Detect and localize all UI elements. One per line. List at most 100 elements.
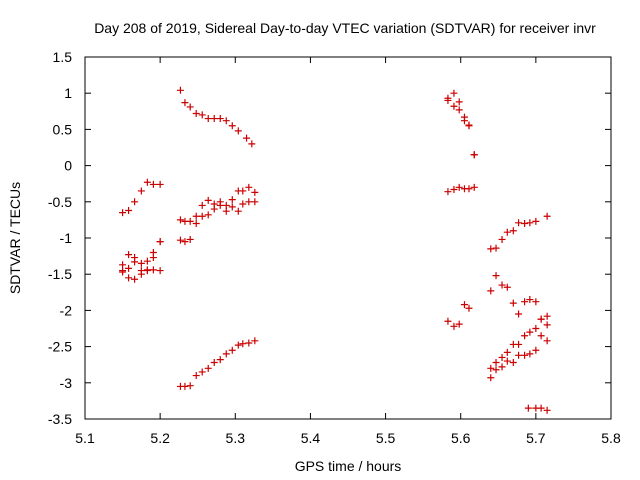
data-point bbox=[251, 337, 259, 345]
x-axis-ticks: 5.1 5.2 5.3 5.4 5.5 5.6 5.7 5.8 bbox=[75, 57, 621, 446]
data-point bbox=[251, 198, 259, 206]
data-point bbox=[492, 272, 500, 280]
data-point bbox=[210, 200, 218, 208]
data-point bbox=[176, 86, 184, 94]
y-tick-label: -3.5 bbox=[48, 411, 72, 427]
data-point bbox=[509, 227, 517, 235]
data-point bbox=[186, 382, 194, 390]
data-point bbox=[521, 332, 529, 340]
data-point bbox=[498, 363, 506, 371]
data-point bbox=[216, 198, 224, 206]
data-point bbox=[198, 368, 206, 376]
x-tick-label: 5.5 bbox=[376, 430, 396, 446]
data-point bbox=[156, 238, 164, 246]
data-point bbox=[156, 267, 164, 275]
data-point bbox=[198, 111, 206, 119]
data-point bbox=[204, 196, 212, 204]
data-point bbox=[143, 257, 151, 265]
data-point bbox=[125, 264, 133, 272]
data-point bbox=[503, 348, 511, 356]
data-point bbox=[210, 115, 218, 123]
data-point bbox=[228, 196, 236, 204]
y-tick-label: -1.5 bbox=[48, 266, 72, 282]
y-axis-ticks: -3.5 -3 -2.5 -2 -1.5 -1 -0.5 0 0.5 1 1.5 bbox=[48, 49, 611, 427]
data-point bbox=[192, 220, 200, 228]
data-point bbox=[503, 283, 511, 291]
data-point bbox=[521, 351, 529, 359]
y-axis-label: SDTVAR / TECUs bbox=[7, 182, 23, 294]
data-point bbox=[216, 356, 224, 364]
data-point bbox=[234, 127, 242, 135]
data-point bbox=[239, 200, 247, 208]
data-point bbox=[509, 359, 517, 367]
data-point bbox=[460, 117, 468, 125]
data-point bbox=[119, 268, 127, 276]
y-tick-label: -3 bbox=[60, 375, 73, 391]
data-point bbox=[176, 216, 184, 224]
x-tick-label: 5.4 bbox=[301, 430, 321, 446]
data-point bbox=[186, 217, 194, 225]
data-point bbox=[192, 212, 200, 220]
y-tick-label: 1.5 bbox=[53, 49, 73, 65]
data-point bbox=[455, 320, 463, 328]
data-point bbox=[532, 346, 540, 354]
data-point bbox=[470, 151, 478, 159]
data-point bbox=[228, 346, 236, 354]
data-point bbox=[131, 275, 139, 283]
data-point bbox=[524, 404, 532, 412]
data-point bbox=[239, 340, 247, 348]
data-point bbox=[198, 201, 206, 209]
x-tick-label: 5.2 bbox=[150, 430, 170, 446]
data-point bbox=[216, 115, 224, 123]
data-point bbox=[149, 266, 157, 274]
data-point bbox=[125, 251, 133, 259]
data-point bbox=[492, 359, 500, 367]
data-point bbox=[143, 178, 151, 186]
data-point bbox=[521, 298, 529, 306]
data-point bbox=[186, 103, 194, 111]
data-point bbox=[204, 211, 212, 219]
data-point bbox=[192, 372, 200, 380]
data-point bbox=[515, 219, 523, 227]
data-point bbox=[450, 89, 458, 97]
data-point bbox=[537, 404, 545, 412]
chart-title: Day 208 of 2019, Sidereal Day-to-day VTE… bbox=[94, 20, 596, 36]
data-point bbox=[222, 207, 230, 215]
data-point bbox=[543, 312, 551, 320]
data-point bbox=[131, 198, 139, 206]
data-point bbox=[245, 183, 253, 191]
data-point bbox=[537, 315, 545, 323]
data-point bbox=[503, 357, 511, 365]
data-point bbox=[186, 235, 194, 243]
data-point bbox=[198, 212, 206, 220]
data-point bbox=[460, 301, 468, 309]
data-point bbox=[487, 364, 495, 372]
data-point bbox=[543, 337, 551, 345]
data-point bbox=[137, 187, 145, 195]
data-point bbox=[470, 183, 478, 191]
data-point bbox=[498, 235, 506, 243]
x-tick-label: 5.1 bbox=[75, 430, 95, 446]
data-point bbox=[234, 207, 242, 215]
data-point bbox=[243, 134, 251, 142]
data-point bbox=[509, 299, 517, 307]
y-tick-label: -0.5 bbox=[48, 194, 72, 210]
data-point bbox=[444, 188, 452, 196]
data-point bbox=[137, 259, 145, 267]
data-point bbox=[176, 236, 184, 244]
data-point bbox=[526, 350, 534, 358]
data-point bbox=[228, 203, 236, 211]
data-point bbox=[465, 304, 473, 312]
x-tick-label: 5.6 bbox=[451, 430, 471, 446]
data-point bbox=[487, 374, 495, 382]
data-point bbox=[228, 122, 236, 130]
data-point bbox=[192, 109, 200, 117]
x-tick-label: 5.7 bbox=[526, 430, 546, 446]
data-point bbox=[181, 382, 189, 390]
data-point bbox=[251, 188, 259, 196]
data-point bbox=[521, 220, 529, 228]
data-point bbox=[450, 322, 458, 330]
data-point bbox=[181, 99, 189, 107]
data-point bbox=[532, 217, 540, 225]
